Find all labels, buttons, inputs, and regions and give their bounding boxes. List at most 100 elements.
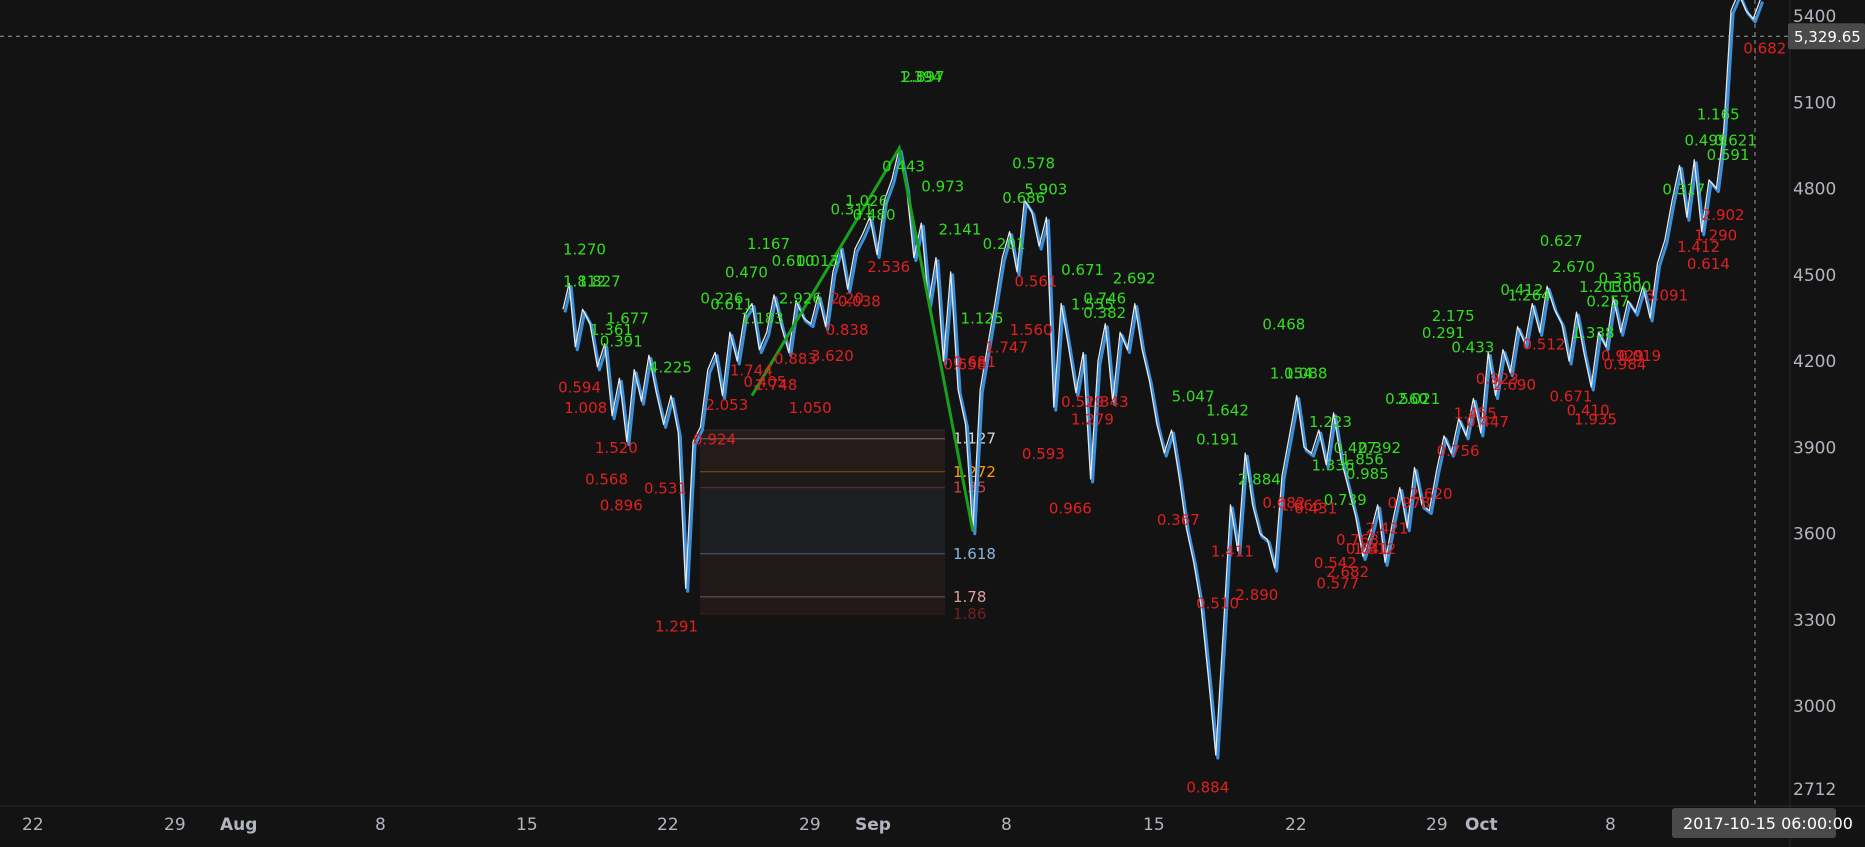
fib-label: 1.86 <box>953 605 986 623</box>
green-pivot-label: 1.555 <box>1071 295 1114 313</box>
green-pivot-label: 0.468 <box>1262 315 1305 333</box>
price-line <box>562 0 1761 756</box>
red-pivot-label: 2.682 <box>1326 563 1369 581</box>
red-pivot-label: 1.411 <box>1211 543 1254 561</box>
green-pivot-label: 0.739 <box>1324 491 1367 509</box>
green-pivot-label: 5.047 <box>1172 387 1215 405</box>
red-pivot-label: 0.614 <box>1687 255 1730 273</box>
red-pivot-label: 2.20 <box>830 290 863 308</box>
green-pivot-label: 0.560 <box>1385 390 1428 408</box>
green-pivot-label: 2.175 <box>1432 307 1475 325</box>
red-pivot-label: 0.641 <box>1346 540 1389 558</box>
green-pivot-label: 2.670 <box>1552 258 1595 276</box>
red-pivot-label: 1.066 <box>1280 497 1323 515</box>
red-pivot-label: 1.520 <box>595 439 638 457</box>
red-pivot-label: 2.690 <box>1493 376 1536 394</box>
red-pivot-label: 1.560 <box>1010 321 1053 339</box>
red-pivot-label: 0.896 <box>600 497 643 515</box>
fib-zone-blue <box>700 487 945 554</box>
red-pivot-label: 0.682 <box>1743 39 1786 57</box>
crosshair-time-label: 2017-10-15 06:00:00 <box>1683 814 1853 833</box>
green-pivot-label: 0.686 <box>1002 189 1045 207</box>
pattern-line <box>750 144 975 532</box>
green-pivot-label: 0.499 <box>1684 131 1727 149</box>
green-pivot-label: 0.291 <box>1422 324 1465 342</box>
red-pivot-label: 0.038 <box>838 292 881 310</box>
green-pivot-label: 0.391 <box>600 333 643 351</box>
green-pivot-label: 0.627 <box>1540 232 1583 250</box>
red-pivot-label: 0.510 <box>1196 594 1239 612</box>
green-pivot-label: 0.746 <box>1083 290 1126 308</box>
green-pivot-label: 2.692 <box>1113 269 1156 287</box>
fib-zone-mid <box>700 471 945 488</box>
red-pivot-label: 1.290 <box>1694 226 1737 244</box>
green-pivot-label: 0.973 <box>921 177 964 195</box>
red-pivot-label: 0.682 <box>1262 494 1305 512</box>
red-pivot-label: 1.935 <box>1574 410 1617 428</box>
red-pivot-label: 0.529 <box>1061 393 1104 411</box>
green-pivot-label: 1.264 <box>1508 287 1551 305</box>
red-pivot-label: 0.923 <box>1476 370 1519 388</box>
y-tick-label: 3900 <box>1793 438 1836 458</box>
red-pivot-label: 1.744 <box>730 361 773 379</box>
red-pivot-label: 3.091 <box>1645 287 1688 305</box>
green-pivot-label: 0.427 <box>1334 439 1377 457</box>
green-pivot-label: 1.856 <box>1341 451 1384 469</box>
x-tick-label: 29 <box>164 815 186 835</box>
green-pivot-label: 1.338 <box>1572 324 1615 342</box>
green-pivot-label: 1.183 <box>741 310 784 328</box>
green-pivot-label: 0.610 <box>772 252 815 270</box>
red-pivot-label: 0.431 <box>1294 500 1337 518</box>
y-tick-label: 3600 <box>1793 525 1836 545</box>
red-pivot-label: 0.838 <box>826 321 869 339</box>
red-pivot-label: 2.421 <box>1365 520 1408 538</box>
green-pivot-label: 1.203 <box>1579 278 1622 296</box>
green-pivot-label: 1.026 <box>845 192 888 210</box>
y-axis[interactable]: 5400 5100 4800 4500 4200 3900 3600 3300 3000 2712 <box>1789 0 1836 847</box>
red-pivot-label: 0.593 <box>1022 445 1065 463</box>
red-pivot-label: 0.561 <box>1015 272 1058 290</box>
green-pivot-label: 0.311 <box>830 200 873 218</box>
green-pivot-label: 0.985 <box>1346 465 1389 483</box>
x-tick-label: 8 <box>1001 815 1012 835</box>
red-pivot-label: 0.929 <box>1601 347 1644 365</box>
red-pivot-label: 0.658 <box>943 356 986 374</box>
green-pivot-label: 1.088 <box>1284 364 1327 382</box>
green-pivot-label: 2.884 <box>1238 471 1281 489</box>
green-pivot-label: 1.270 <box>563 241 606 259</box>
red-pivot-label: 0.984 <box>1603 356 1646 374</box>
green-pivot-label: 0.382 <box>1083 304 1126 322</box>
y-tick-label: 3000 <box>1793 697 1836 717</box>
red-pivot-label: 2.890 <box>1235 586 1278 604</box>
red-pivot-label: 2.620 <box>1410 485 1453 503</box>
green-pivot-label: 0.392 <box>1358 439 1401 457</box>
red-pivot-label: 0.594 <box>558 379 601 397</box>
green-pivot-label: 1.677 <box>606 310 649 328</box>
x-axis[interactable]: 22 29 Aug 8 15 22 29 Sep 8 15 22 29 Oct 8 <box>0 805 1865 835</box>
green-pivot-label: 2.141 <box>938 221 981 239</box>
red-pivot-label: 2.536 <box>867 258 910 276</box>
x-tick-label: 22 <box>657 815 679 835</box>
green-pivot-label: 2.926 <box>779 290 822 308</box>
green-pivot-label: 5.903 <box>1024 180 1067 198</box>
fib-label: 1.618 <box>953 545 996 563</box>
x-tick-label: 8 <box>1605 815 1616 835</box>
price-series <box>562 0 1765 760</box>
green-pivot-label: 0.470 <box>725 264 768 282</box>
red-pivot-label: 0.019 <box>1618 347 1661 365</box>
crosshair-price-box <box>1788 23 1865 50</box>
red-pivot-label: 1.412 <box>1677 238 1720 256</box>
green-pivot-label: 1.125 <box>961 310 1004 328</box>
red-pivot-label: 2.902 <box>1702 206 1745 224</box>
green-pivot-label: 2.897 <box>902 68 945 86</box>
y-tick-label: 5400 <box>1793 7 1836 27</box>
red-pivot-label: 1.291 <box>655 617 698 635</box>
red-pivot-label: 1.008 <box>564 399 607 417</box>
green-pivot-label: 1.000 <box>1608 278 1651 296</box>
x-tick-label: 15 <box>1143 815 1165 835</box>
x-tick-label: 22 <box>22 815 44 835</box>
